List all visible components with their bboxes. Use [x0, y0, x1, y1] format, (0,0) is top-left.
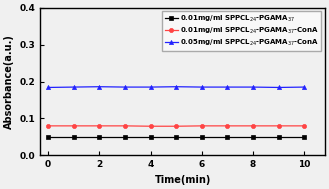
0.01mg/ml SPPCL$_{24}$-PGAMA$_{37}$ — [225, 136, 229, 138]
0.01mg/ml SPPCL$_{24}$-PGAMA$_{37}$ — [174, 136, 178, 138]
0.05mg/ml SPPCL$_{24}$-PGAMA$_{37}$-ConA — [149, 86, 153, 88]
0.01mg/ml SPPCL$_{24}$-PGAMA$_{37}$ — [251, 136, 255, 138]
0.01mg/ml SPPCL$_{24}$-PGAMA$_{37}$-ConA — [72, 125, 76, 127]
0.05mg/ml SPPCL$_{24}$-PGAMA$_{37}$-ConA — [46, 86, 50, 89]
0.01mg/ml SPPCL$_{24}$-PGAMA$_{37}$-ConA — [200, 125, 204, 127]
0.01mg/ml SPPCL$_{24}$-PGAMA$_{37}$-ConA — [277, 125, 281, 127]
0.05mg/ml SPPCL$_{24}$-PGAMA$_{37}$-ConA — [277, 86, 281, 89]
0.05mg/ml SPPCL$_{24}$-PGAMA$_{37}$-ConA — [302, 86, 306, 88]
0.01mg/ml SPPCL$_{24}$-PGAMA$_{37}$-ConA — [97, 125, 101, 127]
0.01mg/ml SPPCL$_{24}$-PGAMA$_{37}$ — [149, 136, 153, 138]
0.01mg/ml SPPCL$_{24}$-PGAMA$_{37}$ — [277, 136, 281, 138]
0.05mg/ml SPPCL$_{24}$-PGAMA$_{37}$-ConA — [123, 86, 127, 88]
0.01mg/ml SPPCL$_{24}$-PGAMA$_{37}$ — [72, 136, 76, 138]
Line: 0.01mg/ml SPPCL$_{24}$-PGAMA$_{37}$: 0.01mg/ml SPPCL$_{24}$-PGAMA$_{37}$ — [46, 135, 306, 139]
0.05mg/ml SPPCL$_{24}$-PGAMA$_{37}$-ConA — [251, 86, 255, 88]
0.01mg/ml SPPCL$_{24}$-PGAMA$_{37}$ — [46, 136, 50, 138]
0.01mg/ml SPPCL$_{24}$-PGAMA$_{37}$ — [123, 136, 127, 138]
0.01mg/ml SPPCL$_{24}$-PGAMA$_{37}$ — [200, 136, 204, 138]
Legend: 0.01mg/ml SPPCL$_{24}$-PGAMA$_{37}$, 0.01mg/ml SPPCL$_{24}$-PGAMA$_{37}$-ConA, 0: 0.01mg/ml SPPCL$_{24}$-PGAMA$_{37}$, 0.0… — [162, 11, 321, 51]
0.05mg/ml SPPCL$_{24}$-PGAMA$_{37}$-ConA — [97, 86, 101, 88]
0.01mg/ml SPPCL$_{24}$-PGAMA$_{37}$-ConA — [149, 125, 153, 127]
0.01mg/ml SPPCL$_{24}$-PGAMA$_{37}$-ConA — [251, 125, 255, 127]
0.01mg/ml SPPCL$_{24}$-PGAMA$_{37}$ — [97, 136, 101, 138]
Line: 0.01mg/ml SPPCL$_{24}$-PGAMA$_{37}$-ConA: 0.01mg/ml SPPCL$_{24}$-PGAMA$_{37}$-ConA — [46, 124, 306, 128]
X-axis label: Time(min): Time(min) — [154, 175, 211, 185]
0.05mg/ml SPPCL$_{24}$-PGAMA$_{37}$-ConA — [72, 86, 76, 88]
0.01mg/ml SPPCL$_{24}$-PGAMA$_{37}$-ConA — [46, 125, 50, 127]
0.01mg/ml SPPCL$_{24}$-PGAMA$_{37}$-ConA — [123, 125, 127, 127]
0.01mg/ml SPPCL$_{24}$-PGAMA$_{37}$ — [302, 136, 306, 138]
0.05mg/ml SPPCL$_{24}$-PGAMA$_{37}$-ConA — [225, 86, 229, 88]
0.05mg/ml SPPCL$_{24}$-PGAMA$_{37}$-ConA — [174, 86, 178, 88]
0.05mg/ml SPPCL$_{24}$-PGAMA$_{37}$-ConA — [200, 86, 204, 88]
Line: 0.05mg/ml SPPCL$_{24}$-PGAMA$_{37}$-ConA: 0.05mg/ml SPPCL$_{24}$-PGAMA$_{37}$-ConA — [46, 85, 306, 90]
0.01mg/ml SPPCL$_{24}$-PGAMA$_{37}$-ConA — [174, 125, 178, 127]
0.01mg/ml SPPCL$_{24}$-PGAMA$_{37}$-ConA — [302, 125, 306, 127]
0.01mg/ml SPPCL$_{24}$-PGAMA$_{37}$-ConA — [225, 125, 229, 127]
Y-axis label: Absorbance(a.u.): Absorbance(a.u.) — [4, 34, 14, 129]
